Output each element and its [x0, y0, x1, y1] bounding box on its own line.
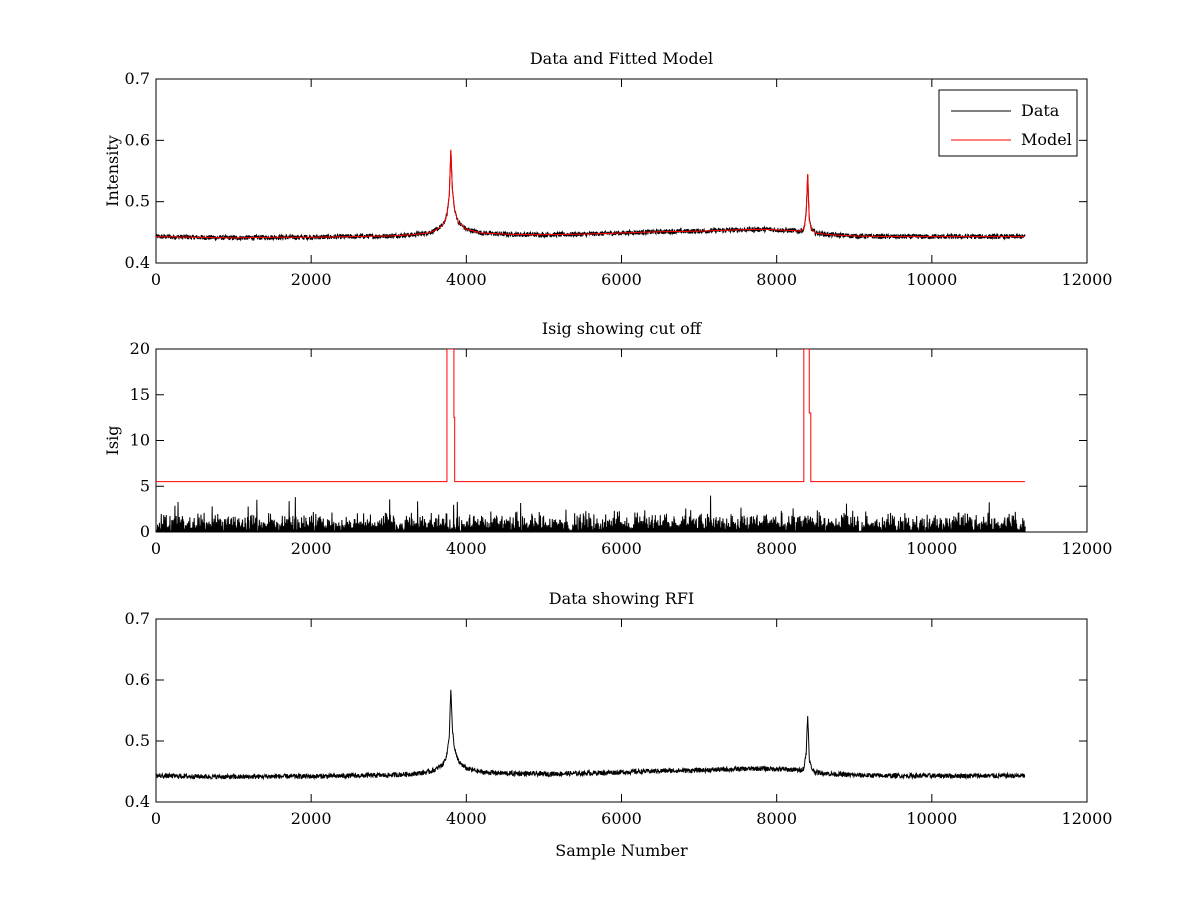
y-tick-label: 0.7 [125, 69, 150, 88]
series-model [156, 149, 1025, 239]
x-tick-label: 2000 [291, 270, 332, 289]
plot-area [156, 149, 1026, 242]
y-tick-label: 0.6 [125, 130, 150, 149]
y-tick-label: 0.7 [125, 609, 150, 628]
x-tick-label: 10000 [906, 539, 957, 558]
x-tick-label: 4000 [446, 809, 487, 828]
x-tick-label: 8000 [756, 539, 797, 558]
subplot-3: 0 2000 4000 6000 8000 10000 12000 0.4 0.5 0.6 0.7 D… [125, 589, 1113, 860]
chart-title: Data and Fitted Model [530, 49, 713, 68]
chart-title: Data showing RFI [549, 589, 694, 608]
plot-area [156, 349, 1026, 532]
y-tick-label: 0 [140, 522, 150, 541]
y-tick-label: 0.6 [125, 670, 150, 689]
x-tick-label: 8000 [756, 809, 797, 828]
series-data [156, 150, 1026, 242]
x-axis-label: Sample Number [555, 841, 688, 860]
x-tick-label: 8000 [756, 270, 797, 289]
x-tick-label: 6000 [601, 270, 642, 289]
y-tick-label: 0.4 [125, 792, 150, 811]
y-tick-label: 0.5 [125, 192, 150, 211]
x-tick-label: 0 [151, 539, 161, 558]
y-tick-label: 0.5 [125, 731, 150, 750]
plot-area [156, 689, 1026, 781]
chart-title: Isig showing cut off [542, 319, 703, 338]
y-axis-label: Isig [103, 426, 122, 456]
y-tick-label: 0.4 [125, 253, 150, 272]
y-tick-label: 15 [130, 385, 150, 404]
series-cut-off [156, 349, 1025, 483]
x-tick-label: 2000 [291, 809, 332, 828]
y-axis-label: Intensity [103, 135, 122, 207]
x-tick-label: 0 [151, 270, 161, 289]
y-tick-label: 10 [130, 431, 150, 450]
legend: Data Model [938, 89, 1078, 157]
legend-label: Model [1021, 130, 1072, 149]
series-data [156, 689, 1026, 781]
series-isig [156, 495, 1026, 532]
x-tick-label: 2000 [291, 539, 332, 558]
x-tick-label: 0 [151, 809, 161, 828]
x-tick-label: 12000 [1062, 809, 1113, 828]
x-tick-label: 10000 [906, 809, 957, 828]
x-tick-label: 10000 [906, 270, 957, 289]
y-tick-label: 20 [130, 339, 150, 358]
x-tick-label: 6000 [601, 539, 642, 558]
x-tick-label: 12000 [1062, 539, 1113, 558]
legend-label: Data [1021, 101, 1060, 120]
x-tick-label: 4000 [446, 270, 487, 289]
legend-box [938, 89, 1078, 157]
subplot-1: 0 2000 4000 6000 8000 10000 12000 0.4 0.5 0.6 0.7 D… [103, 49, 1112, 289]
y-tick-label: 5 [140, 476, 150, 495]
x-tick-label: 12000 [1062, 270, 1113, 289]
x-tick-label: 4000 [446, 539, 487, 558]
x-tick-label: 6000 [601, 809, 642, 828]
subplot-2: 0 2000 4000 6000 8000 10000 12000 0 5 10 15 20 Isig … [103, 319, 1112, 558]
